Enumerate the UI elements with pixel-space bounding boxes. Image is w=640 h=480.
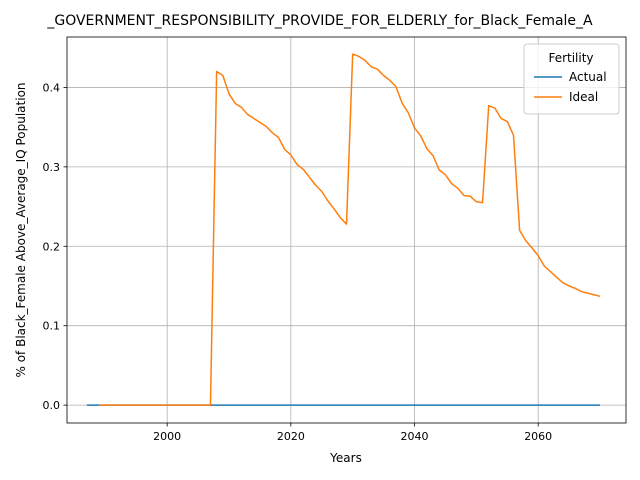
x-tick-label: 2000 (153, 430, 181, 443)
y-tick-label: 0.4 (43, 81, 61, 94)
x-axis: 2000 2020 2040 2060 (153, 423, 552, 443)
series-lines (86, 53, 601, 406)
y-tick-label: 0.1 (43, 320, 61, 333)
plot-frame (66, 36, 627, 424)
legend-label-ideal: Ideal (569, 90, 598, 104)
y-axis: 0.0 0.1 0.2 0.3 0.4 (43, 81, 67, 412)
chart-title: _GOVERNMENT_RESPONSIBILITY_PROVIDE_FOR_E… (46, 13, 593, 29)
y-axis-label: % of Black_Female Above_Average_IQ Popul… (14, 82, 28, 377)
y-tick-label: 0.3 (43, 161, 61, 174)
x-tick-label: 2040 (401, 430, 429, 443)
legend: Fertility Actual Ideal (523, 43, 620, 115)
y-tick-label: 0.0 (43, 399, 61, 412)
y-tick-label: 0.2 (43, 240, 61, 253)
x-axis-label: Years (329, 451, 362, 465)
series-line-ideal (99, 53, 601, 406)
x-tick-label: 2060 (524, 430, 552, 443)
legend-title: Fertility (548, 51, 593, 65)
legend-label-actual: Actual (569, 70, 607, 84)
x-tick-label: 2020 (277, 430, 305, 443)
